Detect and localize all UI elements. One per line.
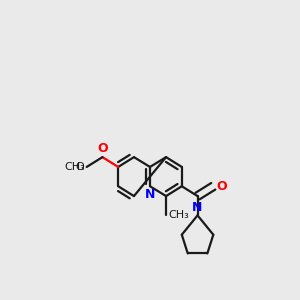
Text: O: O bbox=[217, 180, 227, 193]
Text: CH₃: CH₃ bbox=[64, 162, 85, 172]
Text: N: N bbox=[192, 201, 203, 214]
Text: O: O bbox=[97, 142, 108, 155]
Text: O: O bbox=[75, 162, 84, 172]
Text: CH₃: CH₃ bbox=[168, 210, 189, 220]
Text: N: N bbox=[145, 188, 155, 201]
